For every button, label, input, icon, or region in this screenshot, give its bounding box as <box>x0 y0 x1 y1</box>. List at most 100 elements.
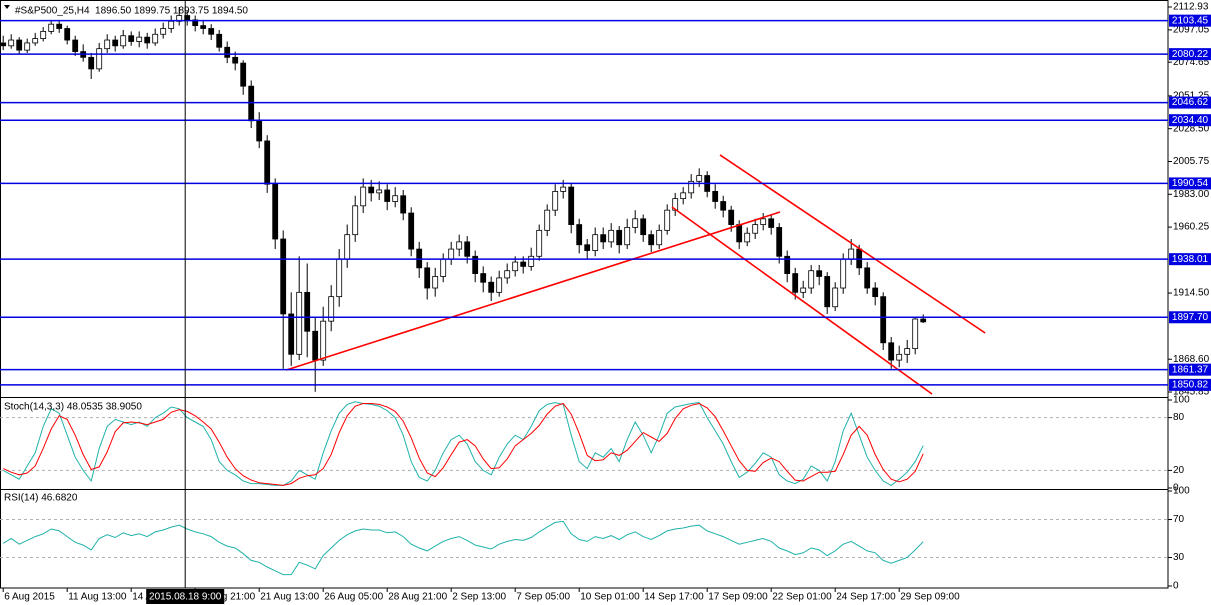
menu-triangle[interactable] <box>4 5 10 9</box>
candle-body <box>752 224 759 234</box>
candle-body <box>104 39 111 50</box>
y-tick-label: 1845.85 <box>1173 387 1210 398</box>
indicator-line <box>2 401 924 486</box>
panel-title: #S&P500_25,H4 1896.50 1899.75 1893.75 18… <box>15 6 248 17</box>
candle-body <box>64 28 71 41</box>
candle-body <box>520 261 527 267</box>
candle-body <box>16 39 23 51</box>
x-tick-label: 17 Sep 09:00 <box>708 592 768 603</box>
y-tick-label: 100 <box>1173 395 1190 406</box>
y-tick-label: 30 <box>1173 552 1185 563</box>
level-label-box <box>1169 177 1211 190</box>
level-label: 2046.62 <box>1172 97 1209 108</box>
candle-body <box>840 258 847 289</box>
candle-body <box>528 255 535 267</box>
candle-body <box>424 267 431 289</box>
candle-body <box>552 191 559 211</box>
candle-body <box>392 195 399 202</box>
indicator-line <box>2 402 924 486</box>
candle-body <box>608 229 615 243</box>
level-label-box <box>1169 114 1211 127</box>
y-tick-label: 80 <box>1173 412 1185 423</box>
y-tick-label: 1960.25 <box>1173 222 1210 233</box>
x-tick-label: 7 Sep 05:00 <box>516 592 570 603</box>
candle-body <box>824 276 831 308</box>
candle-body <box>488 281 495 293</box>
candle-body <box>576 224 583 246</box>
x-tick-label: 28 Aug 21:00 <box>388 592 447 603</box>
level-label-box <box>1169 253 1211 266</box>
level-label-box <box>1169 48 1211 61</box>
indicator-line <box>2 520 924 576</box>
candle-body <box>880 296 887 344</box>
candle-body <box>376 189 383 194</box>
level-label: 1897.70 <box>1172 312 1209 323</box>
x-tick-label: 14 Sep 17:00 <box>644 592 704 603</box>
candle-body <box>496 277 503 293</box>
panel-title: Stoch(14,3,3) 48.0535 38.9050 <box>4 402 142 413</box>
candle-body <box>568 186 575 225</box>
y-tick-label: 2028.50 <box>1173 123 1210 134</box>
candle-body <box>464 241 471 257</box>
y-tick-label: 2112.93 <box>1173 2 1209 13</box>
candle-body <box>512 261 519 272</box>
candle-body <box>800 287 807 293</box>
candle-body <box>712 191 719 202</box>
candle-body <box>792 273 799 293</box>
y-tick-label: 2074.65 <box>1173 57 1210 68</box>
x-tick-label: 2 Sep 13:00 <box>452 592 506 603</box>
candle-body <box>600 234 607 243</box>
candle-body <box>768 218 775 228</box>
candle-body <box>320 320 327 361</box>
candle-body <box>312 330 319 361</box>
candle-body <box>680 192 687 200</box>
candle-body <box>648 234 655 246</box>
trendline <box>286 211 781 371</box>
candle-body <box>352 205 359 236</box>
level-label: 2034.40 <box>1172 115 1209 126</box>
plot-frame <box>0 0 1169 589</box>
y-tick-label: 100 <box>1173 486 1190 497</box>
candle-body <box>904 348 911 355</box>
x-tick-label: 10 Sep 01:00 <box>580 592 640 603</box>
candle-body <box>264 140 271 185</box>
candle-body <box>344 234 351 260</box>
level-label-box <box>1169 14 1211 27</box>
candle-body <box>544 209 551 231</box>
level-label: 2103.45 <box>1172 15 1209 26</box>
candle-body <box>232 56 239 64</box>
candle-body <box>760 218 767 225</box>
candle-body <box>208 28 215 35</box>
candle-body <box>808 270 815 289</box>
candle-body <box>624 227 631 246</box>
candle-body <box>272 183 279 240</box>
candle-body <box>560 186 567 192</box>
candle-body <box>688 180 695 194</box>
y-tick-label: 2051.25 <box>1173 91 1210 102</box>
y-tick-label: 70 <box>1173 514 1185 525</box>
y-tick-label: 2097.05 <box>1173 25 1210 36</box>
candle-body <box>832 287 839 308</box>
candle-body <box>920 318 927 323</box>
candle-body <box>728 209 735 225</box>
candle-body <box>864 267 871 289</box>
candle-body <box>696 175 703 182</box>
candle-body <box>128 35 135 42</box>
candle-body <box>896 353 903 361</box>
candle-body <box>256 120 263 142</box>
crosshair-label: 2015.08.18 9:00 <box>149 592 222 603</box>
candle-body <box>632 218 639 228</box>
candle-body <box>448 248 455 260</box>
candle-body <box>616 229 623 246</box>
candle-body <box>224 46 231 58</box>
x-tick-label: 26 Aug 05:00 <box>324 592 383 603</box>
candle-body <box>296 291 303 355</box>
y-tick-label: 2005.75 <box>1173 156 1210 167</box>
x-tick-label: 24 Sep 17:00 <box>836 592 896 603</box>
y-tick-label: 20 <box>1173 465 1185 476</box>
level-label: 1938.01 <box>1172 254 1209 265</box>
level-label: 1850.82 <box>1172 380 1209 391</box>
